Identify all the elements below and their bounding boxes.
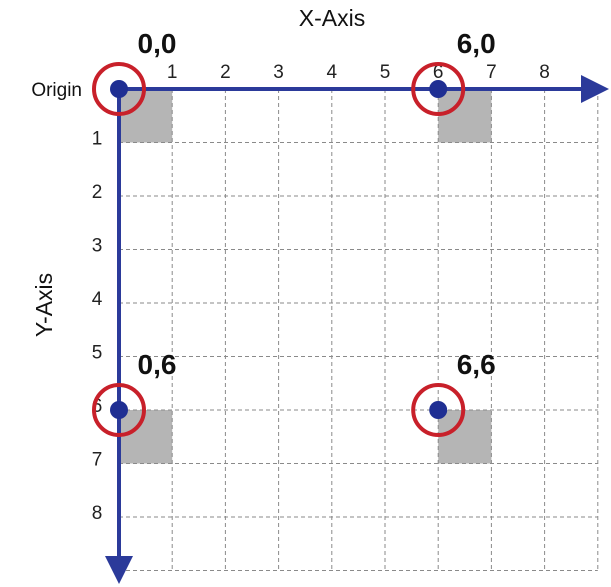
x-axis-title: X-Axis: [299, 5, 365, 31]
point-ring: [92, 62, 146, 116]
y-tick-label: 8: [92, 503, 103, 524]
x-tick-labels: 1 2 3 4 5 6 7 8: [167, 62, 550, 83]
point-dot: [110, 80, 128, 98]
origin-label: Origin: [31, 80, 82, 101]
point-dot: [429, 401, 448, 419]
y-tick-labels: 1 2 3 4 5 6 7 8: [92, 129, 103, 525]
point-dot: [110, 401, 128, 419]
point-coordinate-label: 0,6: [138, 349, 177, 380]
coordinate-points: 0,0 6,0 0,6 6,6: [92, 28, 496, 437]
highlight-cell: [438, 410, 492, 464]
x-tick-label: 6: [433, 62, 444, 83]
highlight-cells: [119, 89, 492, 464]
point-coordinate-label: 6,6: [457, 349, 496, 380]
x-tick-label: 7: [486, 62, 497, 83]
x-tick-label: 1: [167, 62, 178, 83]
x-tick-label: 4: [327, 62, 338, 83]
y-axis-arrowhead: [105, 556, 133, 584]
x-tick-label: 5: [380, 62, 391, 83]
y-tick-label: 2: [92, 182, 103, 203]
y-tick-label: 6: [92, 396, 103, 417]
highlight-cell: [438, 89, 492, 143]
point-coordinate-label: 6,0: [457, 28, 496, 59]
point-ring: [411, 383, 466, 437]
y-tick-label: 3: [92, 236, 103, 257]
x-axis-arrowhead: [581, 75, 609, 103]
point-coordinate-label: 0,0: [138, 28, 177, 59]
grid-lines: [119, 89, 599, 571]
y-tick-label: 4: [92, 289, 103, 310]
point-dot: [429, 80, 448, 98]
y-tick-label: 5: [92, 343, 103, 364]
y-axis-title: Y-Axis: [31, 273, 57, 337]
highlight-cell: [119, 89, 173, 143]
y-tick-label: 1: [92, 129, 103, 150]
x-tick-label: 3: [273, 62, 284, 83]
y-tick-label: 7: [92, 450, 103, 471]
x-tick-label: 2: [220, 62, 231, 83]
point-ring: [92, 383, 146, 437]
x-tick-label: 8: [539, 62, 550, 83]
point-ring: [411, 62, 466, 116]
highlight-cell: [119, 410, 173, 464]
